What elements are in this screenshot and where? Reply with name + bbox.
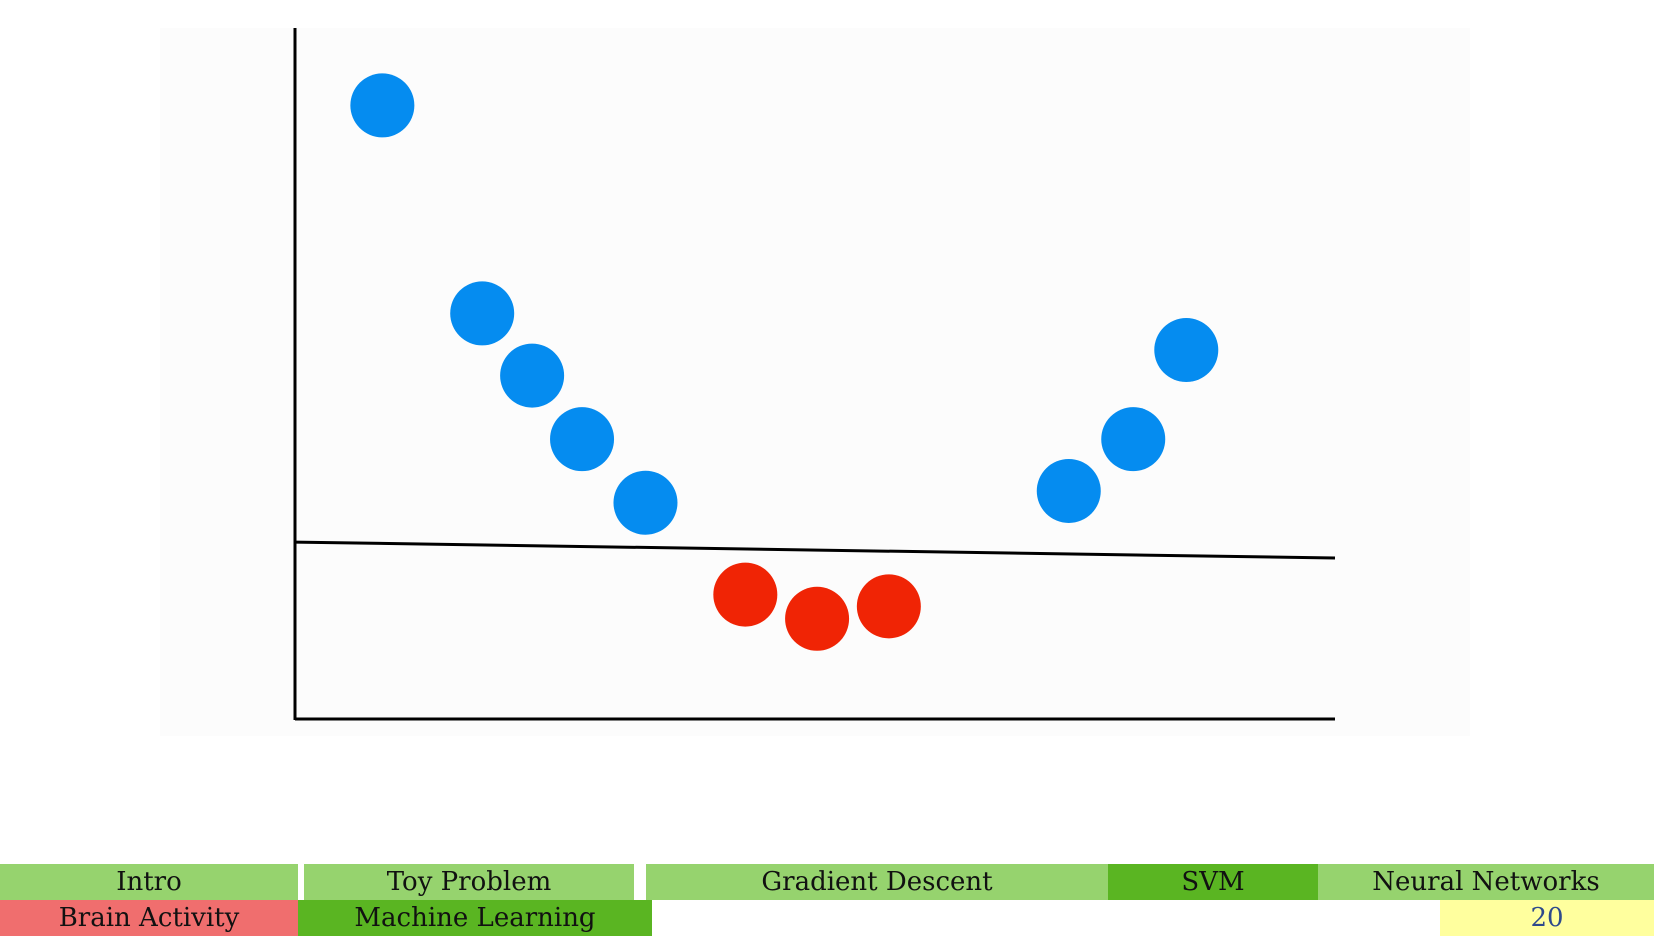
blue-data-point	[613, 470, 678, 535]
nav-tab-neural-networks[interactable]: Neural Networks	[1318, 864, 1654, 900]
nav-part-machine-learning[interactable]: Machine Learning	[298, 900, 652, 936]
nav-tab-toy-problem[interactable]: Toy Problem	[304, 864, 634, 900]
part-nav-bar: Brain Activity Machine Learning 20	[0, 900, 1654, 936]
page-number: 20	[1440, 900, 1654, 936]
scatter-plot	[293, 28, 1336, 721]
blue-data-point	[1101, 407, 1166, 472]
blue-data-point	[1036, 458, 1101, 523]
nav-tab-svm[interactable]: SVM	[1108, 864, 1318, 900]
blue-data-point	[350, 73, 415, 138]
red-data-point	[713, 562, 778, 627]
red-data-point	[856, 574, 921, 639]
section-nav-bar: Intro Toy Problem Gradient Descent SVM N…	[0, 864, 1654, 900]
blue-data-point	[1154, 318, 1219, 383]
nav-part-brain-activity[interactable]: Brain Activity	[0, 900, 298, 936]
nav-tab-intro[interactable]: Intro	[0, 864, 298, 900]
blue-data-point	[550, 407, 615, 472]
nav-tab-gradient-descent[interactable]: Gradient Descent	[646, 864, 1108, 900]
decision-boundary-line	[294, 540, 1336, 560]
blue-data-point	[500, 343, 565, 408]
red-data-point	[785, 586, 850, 651]
blue-data-point	[450, 281, 515, 346]
